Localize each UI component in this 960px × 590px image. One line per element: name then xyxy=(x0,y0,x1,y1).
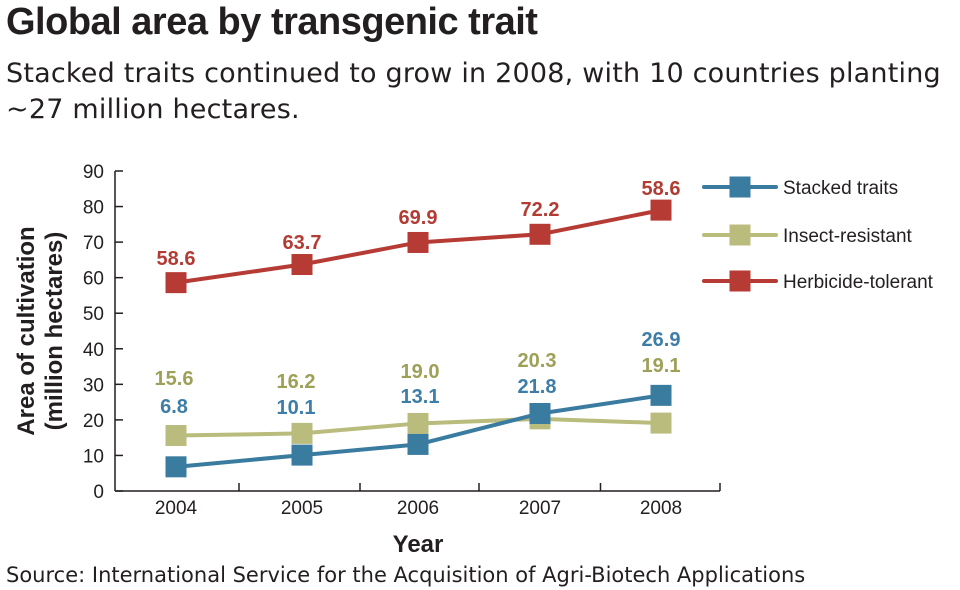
data-label-insect: 15.6 xyxy=(155,368,194,390)
chart-markers xyxy=(165,199,672,478)
data-point-herbicide xyxy=(650,199,672,221)
data-point-herbicide xyxy=(165,272,187,294)
legend-label-herbicide: Herbicide-tolerant xyxy=(783,272,934,293)
data-label-stacked: 6.8 xyxy=(160,396,188,418)
chart-axes: 0 10 20 30 40 50 60 70 80 90 2004 2005 2006 2007 2008 Y… xyxy=(13,162,721,558)
data-label-herbicide: 63.7 xyxy=(283,232,322,254)
data-point-stacked xyxy=(529,402,551,424)
x-axis-title: Year xyxy=(393,531,444,558)
y-tick-label: 10 xyxy=(83,446,104,467)
data-point-herbicide xyxy=(407,231,429,253)
legend-marker-stacked xyxy=(729,176,751,198)
x-tick-label: 2005 xyxy=(281,498,323,519)
data-point-stacked xyxy=(407,433,429,455)
data-label-herbicide: 58.6 xyxy=(157,248,196,270)
data-point-stacked xyxy=(165,456,187,478)
data-label-stacked: 21.8 xyxy=(518,376,557,398)
y-tick-label: 60 xyxy=(83,269,104,290)
data-point-insect xyxy=(650,412,672,434)
data-label-herbicide: 58.6 xyxy=(642,178,681,200)
x-tick-label: 2007 xyxy=(519,498,561,519)
y-tick-label: 50 xyxy=(83,304,104,325)
data-point-insect xyxy=(291,422,313,444)
data-label-herbicide: 72.2 xyxy=(521,199,560,221)
data-label-stacked: 13.1 xyxy=(401,386,440,408)
data-point-stacked xyxy=(650,384,672,406)
y-tick-label: 80 xyxy=(83,198,104,219)
chart-source: Source: International Service for the Ac… xyxy=(6,563,806,587)
chart-subtitle: Stacked traits continued to grow in 2008… xyxy=(6,58,941,125)
x-tick-label: 2004 xyxy=(155,498,198,519)
data-label-stacked: 10.1 xyxy=(277,397,316,419)
y-axis-title-line: (million hectares) xyxy=(41,232,68,431)
y-axis-title-line: Area of cultivation xyxy=(13,226,40,435)
data-label-insect: 16.2 xyxy=(277,371,316,393)
legend-label-insect: Insect-resistant xyxy=(783,226,913,247)
data-label-herbicide: 69.9 xyxy=(399,207,438,229)
x-tick-label: 2008 xyxy=(640,498,682,519)
legend-label-stacked: Stacked traits xyxy=(783,178,898,199)
y-tick-label: 40 xyxy=(83,340,104,361)
chart-title: Global area by transgenic trait xyxy=(6,1,538,43)
y-tick-label: 30 xyxy=(83,375,104,396)
data-point-stacked xyxy=(291,444,313,466)
chart-data-labels: 58.6 63.7 69.9 72.2 58.6 15.6 16.2 19.0 20.3 19.1… xyxy=(155,178,681,419)
data-point-herbicide xyxy=(529,223,551,245)
data-label-insect: 20.3 xyxy=(518,350,557,372)
chart-legend: Stacked traits Insect-resistant Herbicide-… xyxy=(702,176,934,293)
y-tick-label: 90 xyxy=(83,162,104,183)
y-tick-label: 0 xyxy=(93,482,104,503)
data-point-insect xyxy=(407,412,429,434)
y-tick-label: 20 xyxy=(83,411,104,432)
data-point-insect xyxy=(165,425,187,447)
x-tick-label: 2006 xyxy=(397,498,439,519)
data-point-herbicide xyxy=(291,254,313,276)
data-label-insect: 19.0 xyxy=(401,361,440,383)
y-tick-label: 70 xyxy=(83,233,104,254)
legend-marker-insect xyxy=(729,224,751,246)
legend-marker-herbicide xyxy=(729,270,751,292)
y-axis-title: Area of cultivation(million hectares) xyxy=(13,226,68,435)
data-label-stacked: 26.9 xyxy=(642,329,681,351)
data-label-insect: 19.1 xyxy=(642,355,681,377)
